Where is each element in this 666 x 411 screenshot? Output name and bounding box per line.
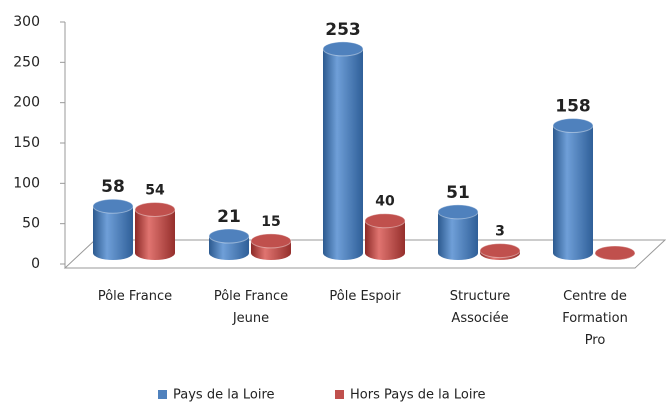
x-tick-label: Pôle France Jeune: [213, 289, 289, 326]
data-label: 40: [375, 194, 395, 210]
x-tick-label: Pôle Espoir: [329, 289, 401, 304]
legend-swatch: [158, 390, 167, 399]
y-tick-label: 100: [13, 175, 40, 191]
data-label: 253: [325, 20, 361, 40]
x-tick-label: Centre de Formation Pro: [562, 289, 628, 348]
legend-label: Pays de la Loire: [173, 388, 275, 403]
cylinder-top: [594, 245, 636, 261]
bar: [437, 204, 479, 260]
data-label: 158: [555, 97, 591, 117]
legend-swatch: [335, 390, 344, 399]
bar: [134, 201, 176, 260]
cylinder-top: [250, 233, 292, 249]
cylinder-body: [135, 209, 175, 260]
bar: [364, 213, 406, 260]
bar: [594, 245, 636, 261]
x-tick-label: Pôle France: [97, 289, 173, 304]
cylinder-top: [552, 118, 594, 134]
legend-label: Hors Pays de la Loire: [350, 388, 486, 403]
cylinder-body: [438, 211, 478, 260]
data-label: 51: [446, 183, 470, 203]
cylinder-top: [322, 41, 364, 57]
y-tick-label: 150: [13, 135, 40, 151]
bar: [322, 41, 364, 261]
bar: [92, 198, 134, 260]
cylinder-body: [93, 206, 133, 260]
bar: [552, 118, 594, 261]
y-tick-label: 250: [13, 54, 40, 70]
bar: [208, 228, 250, 260]
y-tick-label: 300: [13, 14, 40, 30]
y-tick-label: 0: [31, 256, 40, 272]
y-tick-label: 50: [22, 216, 40, 232]
cylinder-top: [92, 198, 134, 214]
data-label: 15: [261, 214, 280, 230]
x-tick-label: Structure Associée: [449, 289, 511, 326]
y-tick-label: 200: [13, 95, 40, 111]
data-label: 54: [145, 182, 165, 198]
cylinder-top: [437, 204, 479, 220]
cylinder-body: [553, 125, 593, 261]
cylinder-top: [479, 243, 521, 259]
bar: [250, 233, 292, 260]
bar: [479, 243, 521, 260]
cylinder-body: [365, 220, 405, 260]
data-label: 58: [101, 177, 125, 197]
cylinder-body: [323, 48, 363, 261]
data-label: 21: [217, 207, 241, 227]
cylinder-top: [208, 228, 250, 244]
cylinder-top: [364, 213, 406, 229]
cylinder-top: [134, 201, 176, 217]
data-label: 3: [495, 224, 505, 240]
